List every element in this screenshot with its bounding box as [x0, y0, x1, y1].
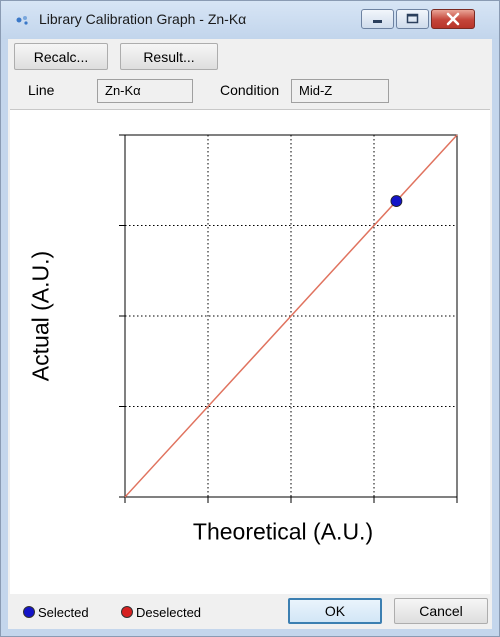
y-axis-label: Actual (A.U.): [27, 250, 54, 382]
app-icon: [16, 16, 28, 25]
line-field: Zn-Kα: [97, 79, 193, 103]
line-label: Line: [28, 82, 55, 98]
close-icon: [446, 12, 460, 26]
legend-deselected-label: Deselected: [136, 605, 202, 620]
recalc-button[interactable]: Recalc...: [14, 43, 108, 70]
cancel-button[interactable]: Cancel: [394, 598, 488, 624]
condition-field: Mid-Z: [291, 79, 389, 103]
x-axis-label: Theoretical (A.U.): [192, 518, 374, 545]
maximize-button[interactable]: [396, 9, 429, 29]
legend-selected-label: Selected: [38, 605, 89, 620]
minimize-button[interactable]: [361, 9, 394, 29]
selected-dot-icon: [23, 606, 35, 618]
minimize-icon: [373, 20, 382, 23]
selected-data-point: [390, 195, 403, 207]
ok-button[interactable]: OK: [288, 598, 382, 624]
result-button[interactable]: Result...: [120, 43, 218, 70]
deselected-dot-icon: [121, 606, 133, 618]
title-bar[interactable]: Library Calibration Graph - Zn-Kα: [1, 1, 499, 39]
condition-label: Condition: [220, 82, 280, 98]
window-title: Library Calibration Graph - Zn-Kα: [39, 11, 247, 27]
calibration-line: [124, 134, 458, 498]
maximize-icon: [406, 13, 419, 24]
close-button[interactable]: [431, 9, 475, 29]
